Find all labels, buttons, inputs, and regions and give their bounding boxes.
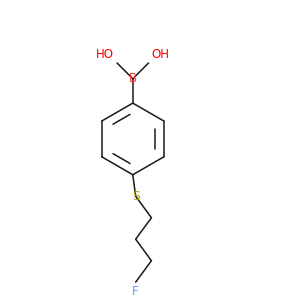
Text: S: S bbox=[132, 190, 140, 203]
Text: OH: OH bbox=[152, 48, 169, 61]
Text: B: B bbox=[129, 72, 137, 85]
Text: F: F bbox=[132, 285, 139, 298]
Text: HO: HO bbox=[96, 48, 114, 61]
